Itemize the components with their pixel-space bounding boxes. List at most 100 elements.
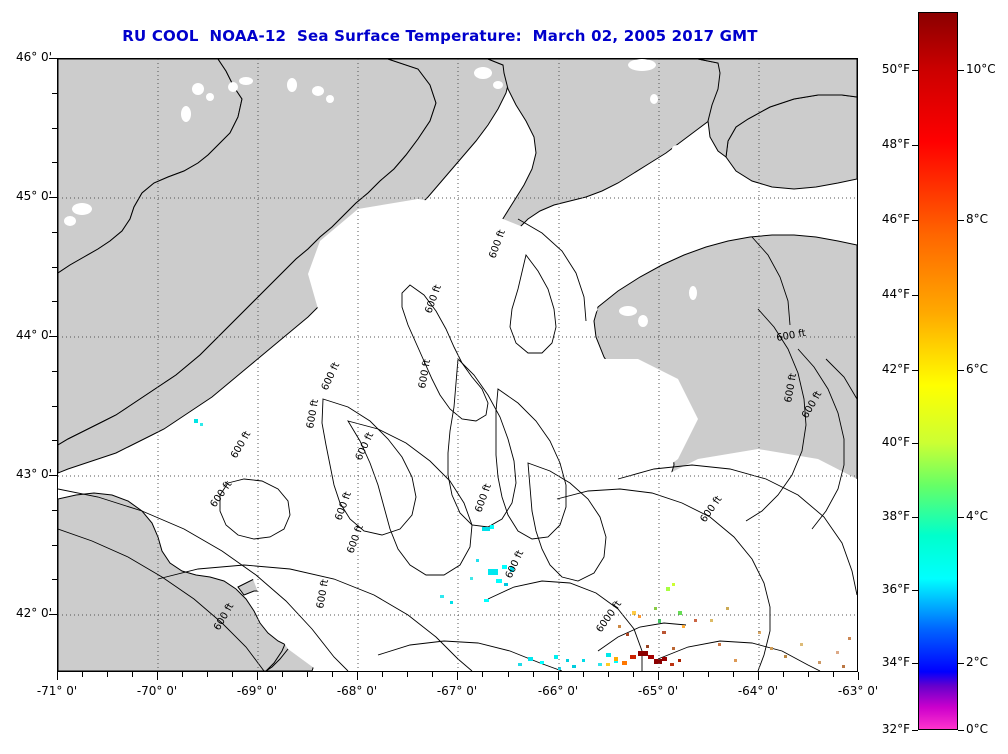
y-axis-minor-tick bbox=[52, 545, 57, 546]
colorbar-tick-celsius bbox=[958, 70, 964, 71]
x-axis-minor-tick bbox=[132, 672, 133, 677]
x-axis-minor-tick bbox=[332, 672, 333, 677]
colorbar-tick-celsius bbox=[958, 220, 964, 221]
colorbar-tick-celsius bbox=[958, 517, 964, 518]
y-axis-minor-tick bbox=[52, 93, 57, 94]
x-axis-minor-tick bbox=[683, 672, 684, 677]
x-axis-label: -68° 0' bbox=[336, 684, 378, 698]
y-axis-tick bbox=[49, 475, 57, 476]
x-axis-tick bbox=[858, 672, 859, 680]
x-axis-minor-tick bbox=[307, 672, 308, 677]
x-axis-minor-tick bbox=[833, 672, 834, 677]
colorbar-label-fahrenheit: 38°F bbox=[881, 509, 910, 523]
page-title: RU COOL NOAA-12 Sea Surface Temperature:… bbox=[122, 27, 758, 45]
colorbar-tick-fahrenheit bbox=[912, 443, 918, 444]
colorbar-tick-fahrenheit bbox=[912, 70, 918, 71]
x-axis-minor-tick bbox=[382, 672, 383, 677]
colorbar-label-celsius: 8°C bbox=[966, 212, 989, 226]
x-axis-minor-tick bbox=[207, 672, 208, 677]
x-axis-minor-tick bbox=[432, 672, 433, 677]
x-axis-label: -67° 0' bbox=[436, 684, 478, 698]
x-axis-minor-tick bbox=[282, 672, 283, 677]
x-axis-label: -69° 0' bbox=[236, 684, 278, 698]
y-axis-minor-tick bbox=[52, 510, 57, 511]
colorbar-label-fahrenheit: 44°F bbox=[881, 287, 910, 301]
x-axis-minor-tick bbox=[633, 672, 634, 677]
colorbar-tick-fahrenheit bbox=[912, 220, 918, 221]
x-axis-minor-tick bbox=[583, 672, 584, 677]
colorbar-label-celsius: 2°C bbox=[966, 655, 989, 669]
x-axis-label: -66° 0' bbox=[537, 684, 579, 698]
contour-label: 600 ft bbox=[783, 372, 799, 403]
colorbar-label-celsius: 6°C bbox=[966, 362, 989, 376]
contour-label: 600 ft bbox=[315, 578, 331, 609]
colorbar-label-fahrenheit: 34°F bbox=[881, 655, 910, 669]
sst-map-plot: 600 ft 600 ft 600 ft 600 ft 600 ft 600 ft 600 … bbox=[57, 58, 858, 672]
y-axis-tick bbox=[49, 336, 57, 337]
colorbar-label-fahrenheit: 48°F bbox=[881, 137, 910, 151]
y-axis-label: 44° 0' bbox=[15, 328, 52, 342]
colorbar-tick-fahrenheit bbox=[912, 145, 918, 146]
x-axis-minor-tick bbox=[783, 672, 784, 677]
x-axis-tick bbox=[257, 672, 258, 680]
colorbar bbox=[918, 12, 958, 730]
x-axis-minor-tick bbox=[82, 672, 83, 677]
gulf-of-maine-water bbox=[248, 199, 857, 671]
colorbar-tick-fahrenheit bbox=[912, 730, 918, 731]
colorbar-label-fahrenheit: 42°F bbox=[881, 362, 910, 376]
x-axis-minor-tick bbox=[482, 672, 483, 677]
x-axis-tick bbox=[157, 672, 158, 680]
colorbar-label-celsius: 10°C bbox=[966, 62, 996, 76]
contour-label: 600 ft bbox=[305, 398, 321, 429]
y-axis-tick bbox=[49, 614, 57, 615]
x-axis-minor-tick bbox=[107, 672, 108, 677]
y-axis-minor-tick bbox=[52, 579, 57, 580]
x-axis-minor-tick bbox=[608, 672, 609, 677]
colorbar-label-fahrenheit: 32°F bbox=[881, 722, 910, 736]
y-axis-label: 45° 0' bbox=[15, 189, 52, 203]
colorbar-tick-fahrenheit bbox=[912, 517, 918, 518]
colorbar-label-fahrenheit: 50°F bbox=[881, 62, 910, 76]
colorbar-tick-celsius bbox=[958, 730, 964, 731]
x-axis-tick bbox=[57, 672, 58, 680]
x-axis-label: -70° 0' bbox=[136, 684, 178, 698]
y-axis-minor-tick bbox=[52, 267, 57, 268]
x-axis-minor-tick bbox=[808, 672, 809, 677]
colorbar-tick-fahrenheit bbox=[912, 370, 918, 371]
x-axis-minor-tick bbox=[533, 672, 534, 677]
x-axis-tick bbox=[558, 672, 559, 680]
contour-label: 600 ft bbox=[776, 328, 807, 344]
x-axis-label: -64° 0' bbox=[737, 684, 779, 698]
x-axis-tick bbox=[357, 672, 358, 680]
x-axis-minor-tick bbox=[232, 672, 233, 677]
x-axis-minor-tick bbox=[733, 672, 734, 677]
colorbar-tick-celsius bbox=[958, 663, 964, 664]
bathymetric-contours bbox=[58, 218, 857, 671]
y-axis-tick bbox=[49, 58, 57, 59]
x-axis-minor-tick bbox=[182, 672, 183, 677]
y-axis-tick bbox=[49, 197, 57, 198]
colorbar-label-fahrenheit: 40°F bbox=[881, 435, 910, 449]
contour-label: 600 ft bbox=[417, 358, 433, 389]
colorbar-tick-fahrenheit bbox=[912, 295, 918, 296]
colorbar-label-fahrenheit: 36°F bbox=[881, 582, 910, 596]
y-axis-minor-tick bbox=[52, 406, 57, 407]
x-axis-label: -71° 0' bbox=[36, 684, 78, 698]
y-axis-label: 43° 0' bbox=[15, 467, 52, 481]
x-axis-label: -65° 0' bbox=[637, 684, 679, 698]
colorbar-label-fahrenheit: 46°F bbox=[881, 212, 910, 226]
y-axis-minor-tick bbox=[52, 440, 57, 441]
y-axis-label: 46° 0' bbox=[15, 50, 52, 64]
colorbar-tick-fahrenheit bbox=[912, 663, 918, 664]
y-axis-minor-tick bbox=[52, 162, 57, 163]
x-axis-minor-tick bbox=[407, 672, 408, 677]
x-axis-tick bbox=[457, 672, 458, 680]
colorbar-label-celsius: 0°C bbox=[966, 722, 989, 736]
colorbar-gradient bbox=[919, 13, 957, 729]
y-axis-minor-tick bbox=[52, 371, 57, 372]
y-axis-label: 42° 0' bbox=[15, 606, 52, 620]
x-axis-tick bbox=[758, 672, 759, 680]
x-axis-label: -63° 0' bbox=[837, 684, 879, 698]
colorbar-label-celsius: 4°C bbox=[966, 509, 989, 523]
